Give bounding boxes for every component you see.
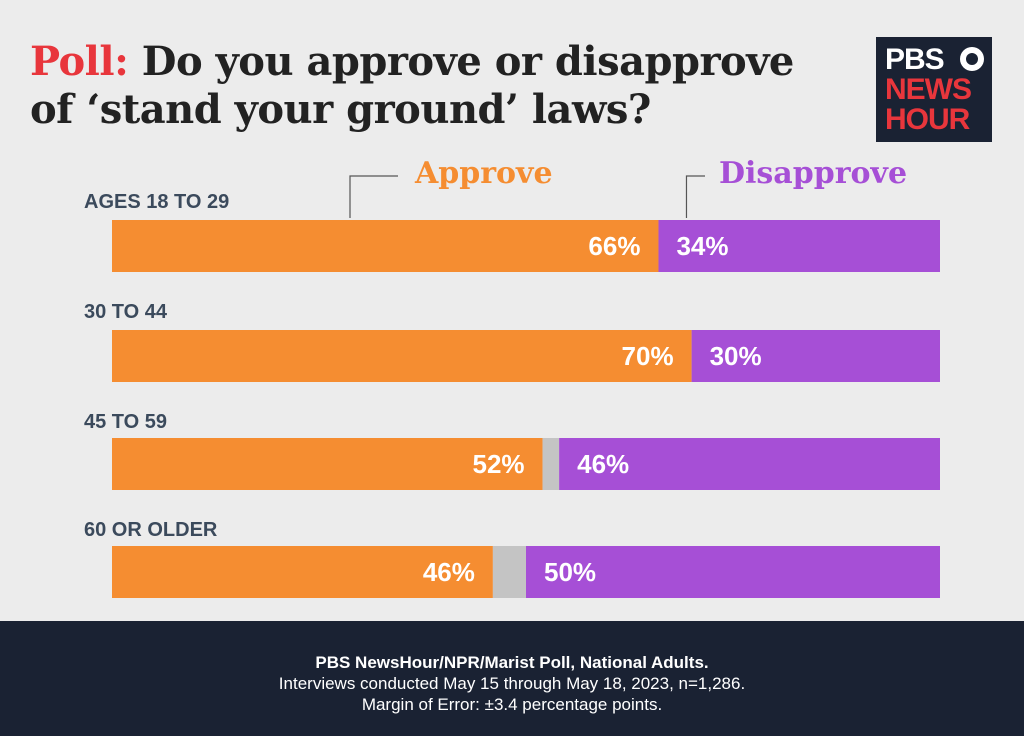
bar-approve-30-to-44 xyxy=(112,330,692,382)
bar-disapprove-45-to-59 xyxy=(559,438,940,490)
legend-disapprove: Disapprove xyxy=(719,156,907,191)
data-label-disapprove-60-or-older: 50% xyxy=(544,557,596,587)
source-footer: PBS NewsHour/NPR/Marist Poll, National A… xyxy=(0,621,1024,736)
chart-title: Poll: Do you approve or disapprove of ‘s… xyxy=(30,38,850,134)
category-label-ages-18-to-29: AGES 18 TO 29 xyxy=(84,191,229,213)
data-label-disapprove-45-to-59: 46% xyxy=(577,449,629,479)
margin-of-error-line: Margin of Error: ±3.4 percentage points. xyxy=(361,695,663,714)
category-label-30-to-44: 30 TO 44 xyxy=(84,301,168,323)
data-label-disapprove-ages-18-to-29: 34% xyxy=(676,231,728,261)
data-label-approve-60-or-older: 46% xyxy=(423,557,475,587)
data-label-approve-30-to-44: 70% xyxy=(622,341,674,371)
category-label-60-or-older: 60 OR OLDER xyxy=(84,519,218,541)
interview-dates-line: Interviews conducted May 15 through May … xyxy=(278,674,746,693)
legend-approve: Approve xyxy=(414,156,553,191)
bar-other-60-or-older xyxy=(492,546,526,598)
logo-line-1: PBS xyxy=(885,43,945,76)
data-label-disapprove-30-to-44: 30% xyxy=(710,341,762,371)
title-kicker: Poll: xyxy=(30,38,129,85)
stacked-bar-chart: AGES 18 TO 29 66% 34% 30 TO 44 70% 30% 45 TO 5… xyxy=(84,156,940,598)
data-label-approve-ages-18-to-29: 66% xyxy=(588,231,640,261)
logo-line-3: HOUR xyxy=(885,103,970,136)
title-text: Do you approve or disapprove of ‘stand y… xyxy=(30,38,794,133)
source-line: PBS NewsHour/NPR/Marist Poll, National A… xyxy=(315,653,709,672)
bar-disapprove-30-to-44 xyxy=(691,330,940,382)
legend-disapprove-leader-line xyxy=(685,175,705,218)
legend-approve-leader-line xyxy=(349,175,398,218)
bar-approve-ages-18-to-29 xyxy=(112,220,659,272)
bar-disapprove-60-or-older xyxy=(526,546,940,598)
data-label-approve-45-to-59: 52% xyxy=(473,449,525,479)
bar-approve-45-to-59 xyxy=(112,438,543,490)
category-label-45-to-59: 45 TO 59 xyxy=(84,411,167,433)
bar-disapprove-ages-18-to-29 xyxy=(658,220,940,272)
logo-line-2: NEWS xyxy=(885,73,972,106)
pbs-head-icon xyxy=(960,47,984,71)
bar-approve-60-or-older xyxy=(112,546,493,598)
bar-other-45-to-59 xyxy=(542,438,560,490)
pbs-newshour-logo: PBS NEWS HOUR xyxy=(876,37,992,142)
